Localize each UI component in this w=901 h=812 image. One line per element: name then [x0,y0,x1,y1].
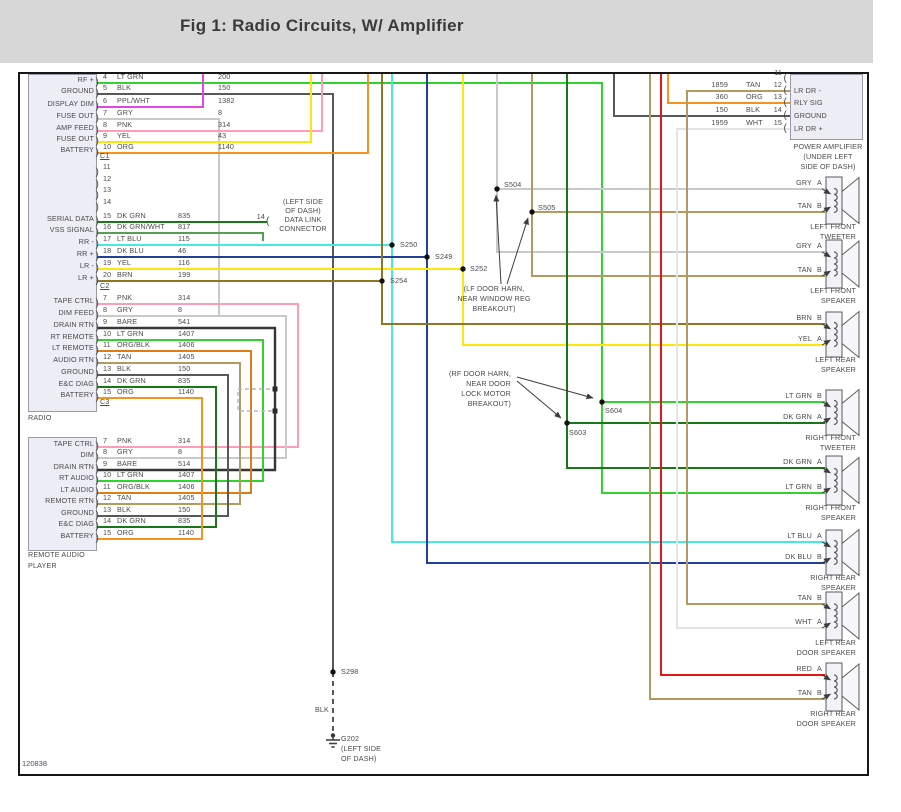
wire-lt-grn [97,339,264,482]
speaker-cone [841,310,860,359]
wire-tan [97,362,241,505]
speaker-cone [841,176,860,225]
ground-dot [330,733,336,738]
speaker-cone [841,388,860,437]
speaker-coil-icon [833,539,838,566]
note-arrow [506,217,529,285]
speaker-terminal-arrow [821,557,831,564]
splice-dot-s252 [460,266,466,272]
speaker-terminal-arrow [821,339,831,346]
wire-red [660,74,825,676]
splice-dot-s250 [389,242,395,248]
speaker-cone [841,662,860,712]
speaker-terminal-arrow [821,541,831,548]
splice-dot-s298 [330,669,336,675]
splice-dot-s604 [599,399,605,405]
splice-dot-s603 [564,420,570,426]
wire-pnk [97,74,323,132]
figure-title: Fig 1: Radio Circuits, W/ Amplifier [180,16,464,35]
speaker-cone [841,528,860,577]
wire-tan [649,74,825,700]
speaker-terminal-arrow [821,487,831,494]
wire-lt-blu [391,74,825,543]
speaker-cone [841,239,860,289]
speaker-coil-icon [833,674,838,700]
wire-org [97,397,203,540]
wire-dk-grn [566,74,825,469]
speaker-coil-icon [833,321,838,348]
speaker-terminal-arrow [821,188,831,195]
speaker-terminal-arrow [821,674,831,681]
speaker-terminal-arrow [821,206,831,213]
wire-gry [496,74,825,253]
splice-dot-s249 [424,254,430,260]
note-arrow [516,376,594,400]
wire-gry [97,118,220,316]
note-arrow [516,380,562,419]
wire-org-blk [97,350,252,494]
shield-dashed-outline [237,388,277,412]
wire-dk-grn-wht [97,232,264,241]
splice-dot-s505 [529,209,535,215]
wire-blk [613,74,790,117]
wire-ppl-wht [97,74,204,108]
wire-org [667,74,790,104]
wire-tan [531,74,825,277]
speaker-terminal-arrow [821,401,831,408]
speaker-terminal-arrow [821,323,831,330]
speaker-terminal-arrow [821,251,831,258]
speaker-terminal-arrow [821,693,831,700]
wire-pnk [97,303,299,448]
wire-yel [97,74,312,143]
speaker-cone [841,591,860,641]
splice-dot-s254 [379,278,385,284]
wire-dk-grn [97,386,217,528]
shield-node [272,408,278,414]
wire-yel [462,74,825,346]
speaker-terminal-arrow [821,622,831,629]
speaker-coil-icon [833,399,838,426]
wire-dk-blu [426,74,825,564]
wire-blk [97,374,229,517]
shield-node [272,386,278,392]
wire-gry [97,315,287,459]
speaker-coil-icon [833,467,838,494]
wire-lt-grn [97,82,825,494]
note-arrow [493,194,502,285]
wire-wht [676,128,825,629]
figure-title-bar: Fig 1: Radio Circuits, W/ Amplifier [0,0,873,63]
speaker-terminal-arrow [821,467,831,474]
speaker-terminal-arrow [821,270,831,277]
speaker-terminal-arrow [821,417,831,424]
wire-org [97,74,369,154]
speaker-terminal-arrow [821,603,831,610]
splice-dot-s504 [494,186,500,192]
wire-blk [97,93,334,672]
speaker-cone [841,456,860,505]
wire-tan [686,90,825,605]
wire-brn [381,74,825,325]
speaker-coil-icon [833,187,838,214]
speaker-coil-icon [833,251,838,277]
speaker-coil-icon [833,603,838,629]
wire-bare [97,326,277,472]
